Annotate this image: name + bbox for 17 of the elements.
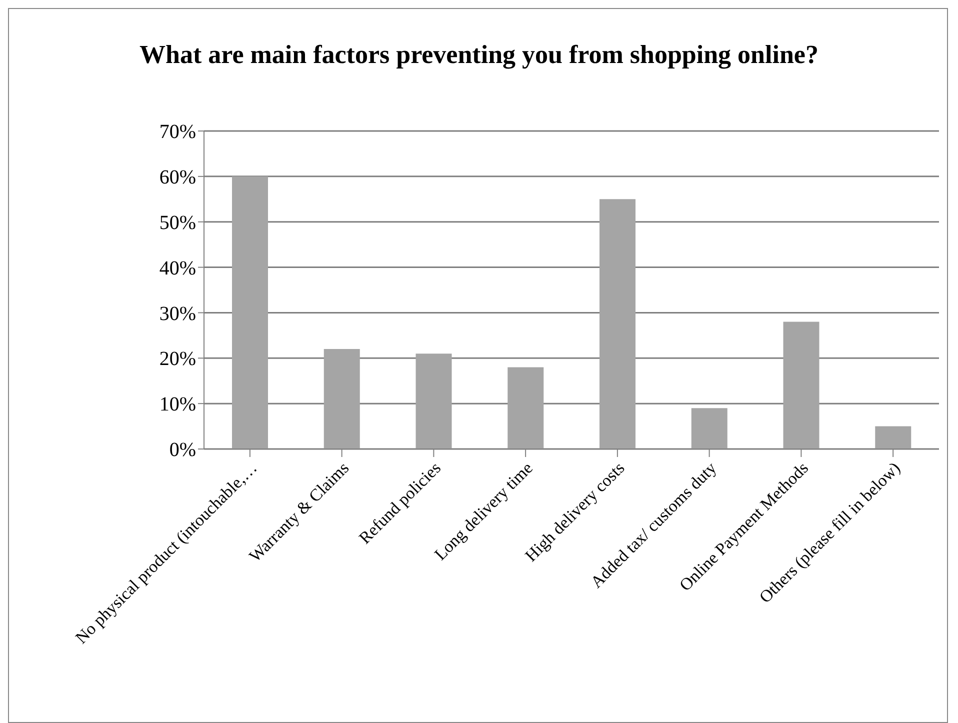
chart-title: What are main factors preventing you from shopping online? [138,39,820,70]
y-tick-label: 70% [159,121,196,144]
bar [232,176,268,449]
bar [691,408,728,449]
bar [600,199,636,449]
bar [783,322,820,449]
y-tick-label: 20% [159,348,196,370]
bar [416,354,452,449]
bar [324,349,360,449]
y-tick-label: 30% [159,302,196,325]
bar [875,426,912,449]
y-tick-label: 10% [159,394,196,416]
y-tick-label: 60% [159,166,196,189]
y-tick-label: 50% [159,212,196,234]
y-tick-label: 0% [169,439,196,462]
y-tick-label: 40% [159,257,196,280]
bar [508,367,544,449]
